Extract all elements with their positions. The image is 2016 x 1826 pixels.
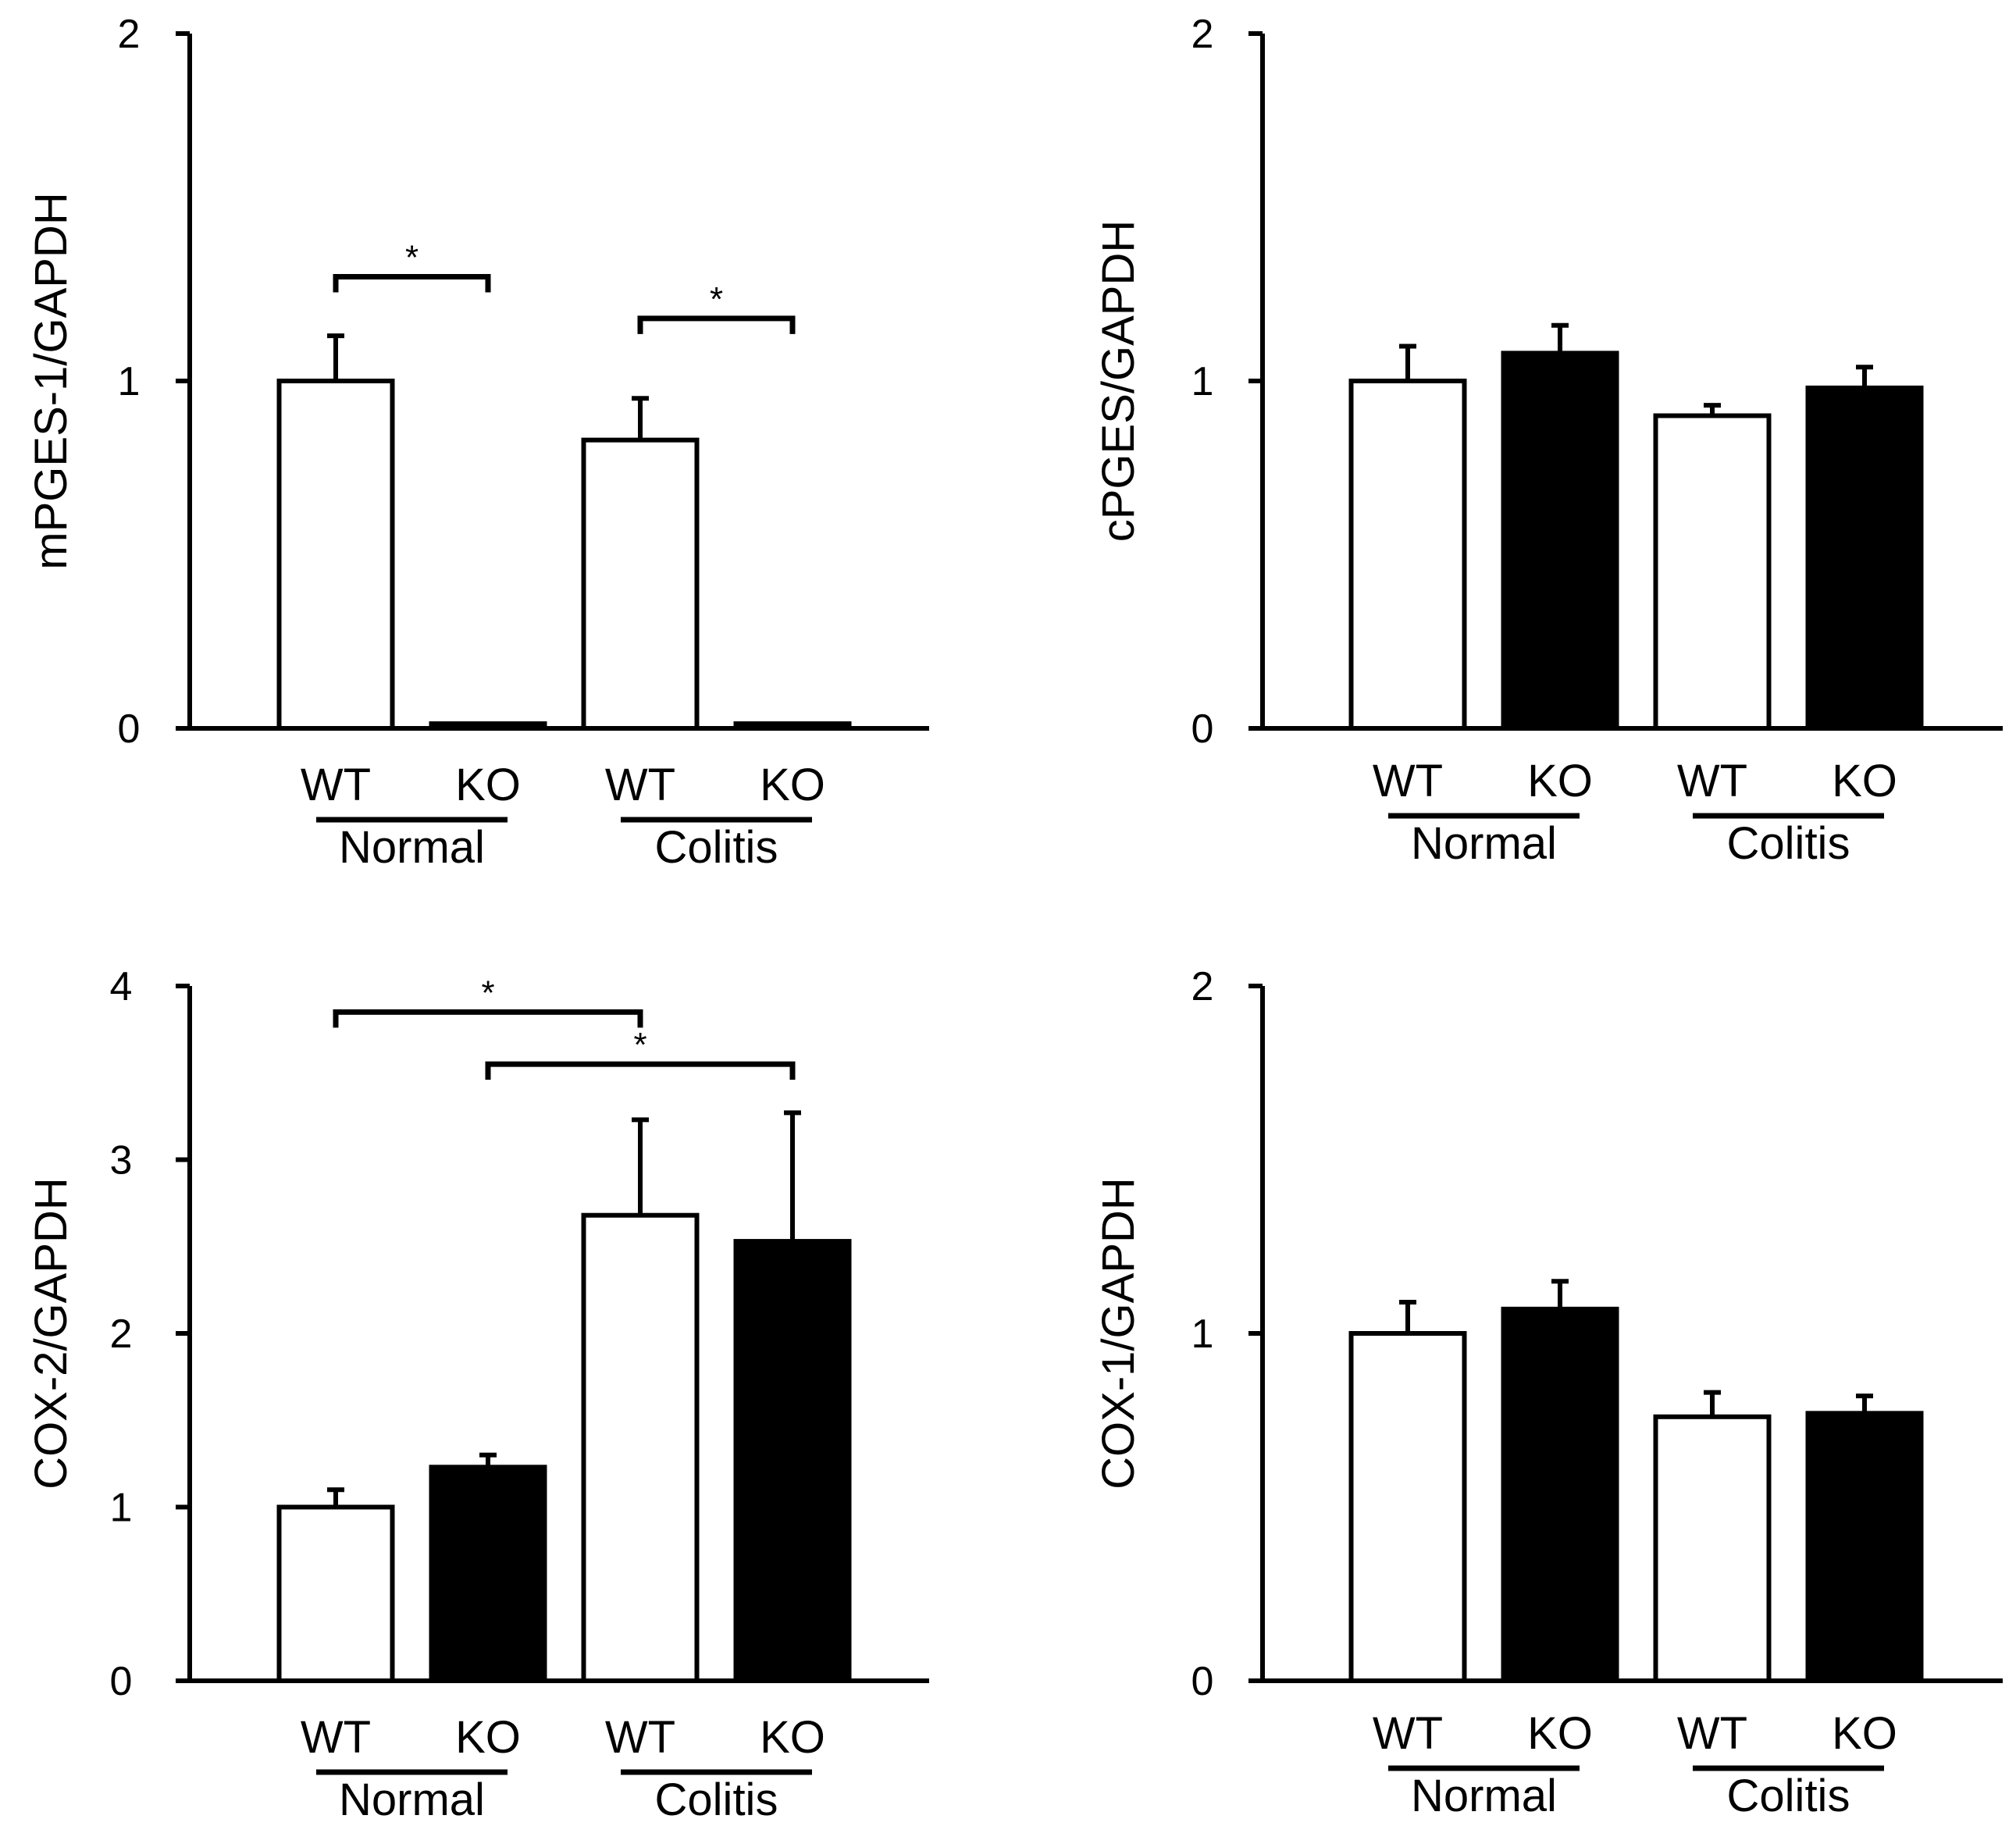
group-label-normal: Normal: [1411, 1771, 1557, 1821]
y-tick-label: 2: [110, 1312, 133, 1357]
category-label: WT: [1677, 1708, 1747, 1759]
group-label-normal: Normal: [1411, 818, 1557, 869]
significance-star: *: [405, 239, 419, 277]
significance-star: *: [710, 280, 723, 319]
group-label-colitis: Colitis: [655, 822, 778, 873]
category-label: KO: [1832, 1708, 1897, 1759]
y-tick-label: 0: [1191, 707, 1214, 752]
y-tick-label: 2: [1191, 964, 1214, 1009]
bar-ko-normal: [1501, 1306, 1619, 1683]
bar-wt-colitis: [1653, 413, 1772, 731]
category-label: KO: [1832, 756, 1897, 806]
bar-wt-normal: [1348, 379, 1467, 731]
significance-bracket: [637, 315, 796, 334]
group-label-normal: Normal: [339, 1774, 485, 1825]
bar-wt-normal: [276, 379, 395, 731]
y-tick-label: 2: [118, 12, 141, 57]
category-label: WT: [1677, 756, 1747, 806]
significance-bracket: [485, 1061, 796, 1080]
y-tick-label: 1: [1191, 1312, 1214, 1357]
bar-ko-normal: [429, 721, 547, 731]
bar-wt-normal: [1348, 1331, 1467, 1683]
chart-panel-mpges1: 0 1 2 mPGES-1/GAPDH * * WT KO WT KO Normal Colitis: [26, 12, 929, 873]
y-tick-label: 0: [118, 707, 141, 752]
group-label-colitis: Colitis: [1727, 818, 1850, 869]
category-label: KO: [760, 1712, 825, 1763]
category-label: WT: [605, 760, 675, 810]
bar-ko-colitis: [1805, 1411, 1924, 1683]
y-axis-label: COX-1/GAPDH: [1093, 1177, 1144, 1490]
significance-bracket: [333, 1009, 643, 1028]
category-label: WT: [1373, 756, 1443, 806]
category-label: KO: [760, 760, 825, 810]
bar-wt-colitis: [581, 437, 700, 731]
category-label: WT: [605, 1712, 675, 1763]
category-label: WT: [1373, 1708, 1443, 1759]
category-label: KO: [1527, 756, 1593, 806]
y-tick-label: 1: [110, 1486, 133, 1531]
y-axis-label: mPGES-1/GAPDH: [26, 192, 77, 569]
category-label: KO: [455, 1712, 521, 1763]
bar-ko-colitis: [1805, 385, 1924, 731]
group-label-normal: Normal: [339, 822, 485, 873]
significance-star: *: [481, 974, 494, 1012]
y-tick-label: 1: [118, 359, 141, 404]
significance-star: *: [633, 1026, 646, 1064]
bar-wt-normal: [276, 1504, 395, 1683]
bar-ko-normal: [429, 1465, 547, 1683]
y-axis-label: cPGES/GAPDH: [1093, 220, 1144, 543]
y-tick-label: 1: [1191, 359, 1214, 404]
y-axis-label: COX-2/GAPDH: [26, 1177, 77, 1490]
chart-panel-cox1: 0 1 2 COX-1/GAPDH WT KO WT KO Normal Colitis: [1093, 964, 2003, 1821]
category-label: WT: [301, 760, 371, 810]
y-tick-label: 0: [110, 1659, 133, 1704]
group-label-colitis: Colitis: [655, 1774, 778, 1825]
bar-ko-normal: [1501, 351, 1619, 731]
bar-wt-colitis: [581, 1212, 700, 1683]
significance-bracket: [333, 274, 491, 293]
bar-ko-colitis: [733, 1239, 852, 1683]
chart-panel-cox2: 0 1 2 3 4 COX-2/GAPDH * * WT KO WT KO Normal Colitis: [26, 964, 929, 1825]
bar-ko-colitis: [733, 721, 852, 731]
group-label-colitis: Colitis: [1727, 1771, 1850, 1821]
category-label: KO: [455, 760, 521, 810]
y-tick-label: 2: [1191, 12, 1214, 57]
y-tick-label: 3: [110, 1138, 133, 1184]
category-label: WT: [301, 1712, 371, 1763]
y-tick-label: 0: [1191, 1659, 1214, 1704]
y-tick-label: 4: [110, 964, 133, 1009]
chart-panel-cpges: 0 1 2 cPGES/GAPDH WT KO WT KO Normal Colitis: [1093, 12, 2003, 869]
category-label: KO: [1527, 1708, 1593, 1759]
bar-wt-colitis: [1653, 1414, 1772, 1684]
